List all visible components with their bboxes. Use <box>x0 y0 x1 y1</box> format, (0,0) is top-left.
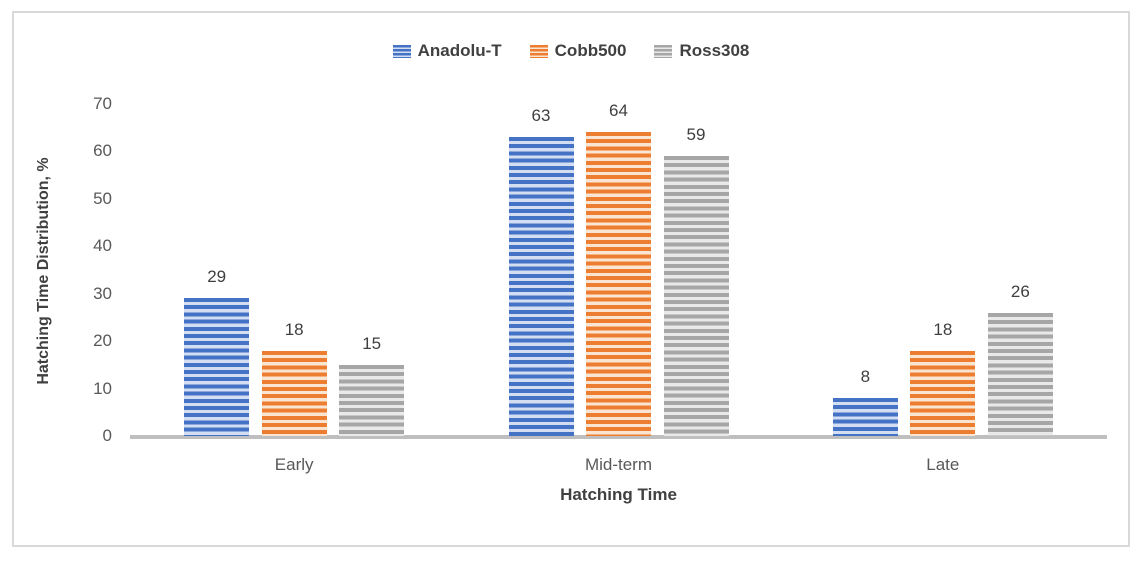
y-tick-label: 30 <box>93 283 112 303</box>
category-label-mid-term: Mid-term <box>584 455 653 474</box>
bar-ross308-early <box>339 364 405 436</box>
legend-swatch-icon <box>529 44 548 58</box>
legend-item-cobb500: Cobb500 <box>529 41 627 61</box>
bar-ross308-late <box>987 312 1053 436</box>
bar-anadolu-t-early <box>184 298 250 436</box>
bar-cobb500-early <box>261 350 327 436</box>
category-label-early: Early <box>274 455 314 474</box>
bar-value-label: 18 <box>933 319 953 339</box>
bar-value-label: 64 <box>609 101 628 121</box>
bar-value-label: 63 <box>531 106 551 126</box>
plot-area: 29 18 15 63 64 59 8 18 26 <box>132 101 1105 436</box>
bar-value-label: 29 <box>207 267 227 287</box>
bar-value-label: 26 <box>1010 281 1030 301</box>
x-axis-title: Hatching Time <box>560 485 677 504</box>
bar-anadolu-t-late <box>832 398 898 436</box>
y-tick-label: 10 <box>93 378 112 398</box>
y-tick-label: 40 <box>93 236 112 256</box>
y-tick-label: 60 <box>93 141 112 161</box>
legend-label: Anadolu-T <box>417 41 502 60</box>
bar-value-label: 18 <box>284 319 304 339</box>
chart-frame: Anadolu-T Cobb500 Ross308 Hatching Time Di… <box>12 11 1130 547</box>
bar-cobb500-mid-term <box>586 132 651 436</box>
chart-legend: Anadolu-T Cobb500 Ross308 <box>14 41 1128 61</box>
bar-cobb500-late <box>910 350 976 436</box>
bar-value-label: 15 <box>362 333 382 353</box>
y-tick-label: 70 <box>93 94 112 113</box>
legend-swatch-icon <box>392 44 411 58</box>
category-label-late: Late <box>926 455 960 474</box>
y-tick-label: 0 <box>102 426 112 445</box>
legend-item-ross308: Ross308 <box>654 41 749 61</box>
bar-ross308-mid-term <box>663 156 729 436</box>
bar-anadolu-t-mid-term <box>508 137 574 436</box>
y-tick-label: 50 <box>93 188 112 208</box>
legend-label: Ross308 <box>679 41 750 60</box>
legend-item-anadolu-t: Anadolu-T <box>392 41 502 61</box>
bar-value-label: 8 <box>860 367 871 387</box>
y-tick-label: 20 <box>93 331 112 351</box>
bar-value-label: 59 <box>686 125 706 145</box>
legend-swatch-icon <box>654 44 673 58</box>
x-axis-line <box>130 435 1107 439</box>
legend-label: Cobb500 <box>554 41 627 60</box>
